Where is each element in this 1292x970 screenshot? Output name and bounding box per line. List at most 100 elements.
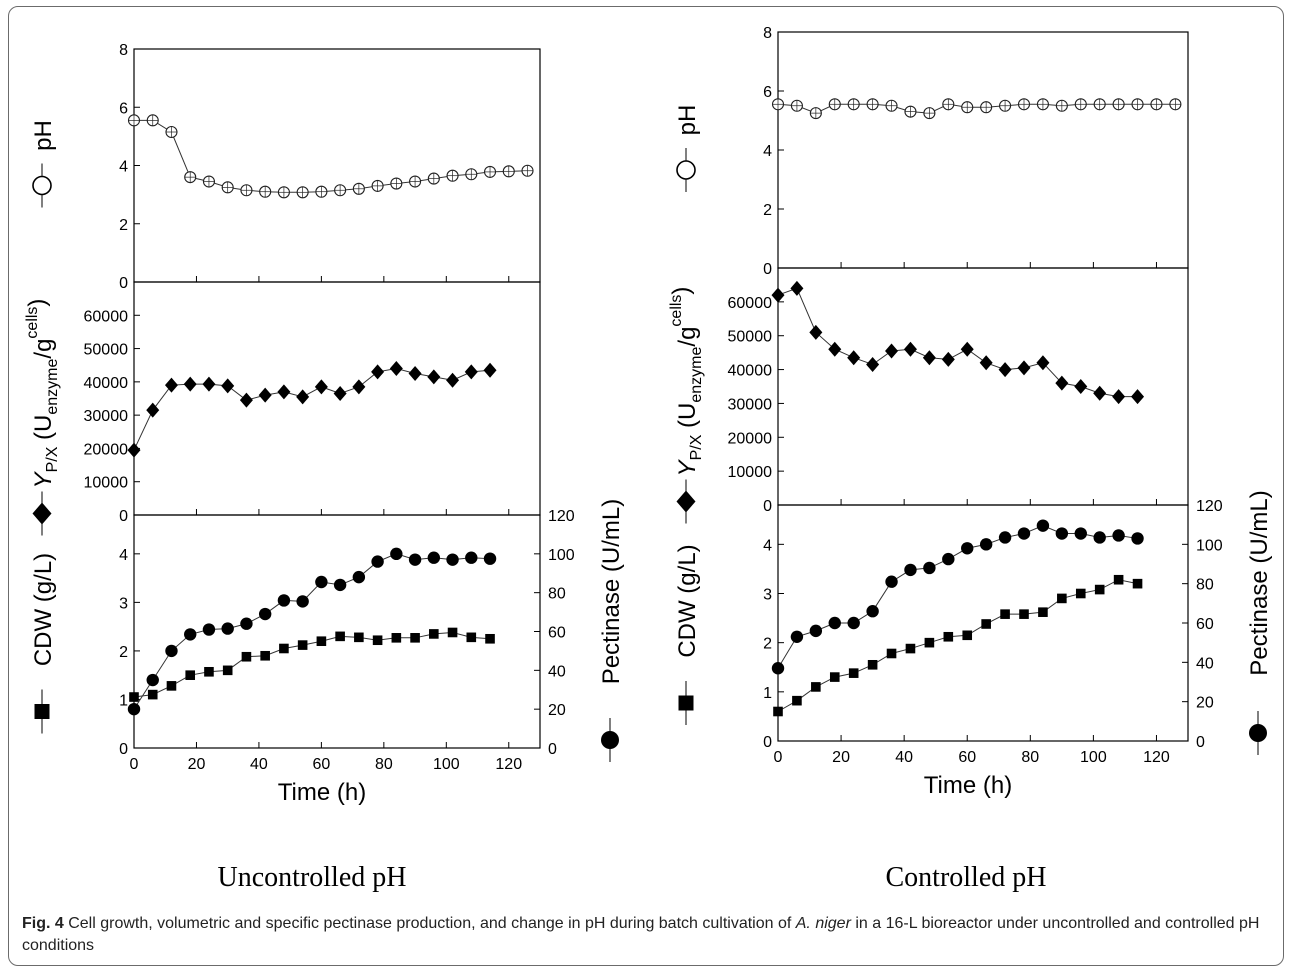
uncontrolled-ph-label: Uncontrolled pH bbox=[217, 862, 407, 893]
uncontrolled-yield-legend-marker bbox=[32, 502, 52, 525]
controlled-pectinase-series-point-14 bbox=[1036, 519, 1050, 532]
uncontrolled-subplot-1-ytick-3: 30000 bbox=[84, 408, 129, 425]
uncontrolled-pectinase-ytick-4: 80 bbox=[548, 586, 566, 603]
controlled-subplot-2-ytick-2: 2 bbox=[763, 636, 772, 653]
controlled-ypx-series-point-18 bbox=[1112, 389, 1126, 405]
controlled-ypx-series-point-13 bbox=[1017, 360, 1031, 376]
uncontrolled-pectinase-series-point-7 bbox=[258, 607, 272, 621]
controlled-cdw-legend-marker bbox=[678, 695, 694, 711]
controlled-cdw-series-point-0 bbox=[773, 706, 783, 717]
uncontrolled-pectinase-series-point-6 bbox=[240, 617, 253, 630]
controlled-cdw-axis-label: CDW (g/L) bbox=[674, 544, 701, 657]
uncontrolled-cdw-series-point-0 bbox=[129, 692, 139, 702]
controlled-pectinase-axis-label: Pectinase (U/mL) bbox=[1246, 490, 1273, 675]
uncontrolled-pectinase-series-point-4 bbox=[202, 623, 216, 636]
controlled-pectinase-ytick-6: 120 bbox=[1196, 498, 1223, 515]
uncontrolled-xtick-5: 100 bbox=[433, 756, 460, 773]
uncontrolled-x-axis-label: Time (h) bbox=[278, 779, 366, 806]
controlled-pectinase-series-point-19 bbox=[1131, 532, 1144, 545]
uncontrolled-ypx-series-point-6 bbox=[239, 392, 253, 408]
uncontrolled-ypx-series-point-7 bbox=[258, 387, 272, 403]
uncontrolled-subplot-1-ytick-0: 0 bbox=[119, 508, 128, 525]
uncontrolled-pectinase-ytick-1: 20 bbox=[548, 702, 566, 719]
controlled-ypx-series-point-15 bbox=[1055, 375, 1069, 391]
controlled-pectinase-series-point-3 bbox=[828, 616, 841, 630]
uncontrolled-ypx-series-point-1 bbox=[146, 402, 160, 418]
uncontrolled-cdw-series-point-15 bbox=[410, 633, 420, 643]
controlled-subplot-1-ytick-1: 10000 bbox=[728, 464, 773, 481]
controlled-subplot-0-ytick-2: 4 bbox=[763, 143, 772, 160]
controlled-pectinase-series-point-17 bbox=[1093, 531, 1106, 544]
controlled-ypx-series-point-7 bbox=[903, 341, 917, 357]
uncontrolled-subplot-2-ytick-3: 3 bbox=[119, 595, 128, 612]
controlled-xtick-3: 60 bbox=[958, 749, 976, 766]
uncontrolled-pectinase-series-point-16 bbox=[427, 551, 441, 564]
controlled-ypx-series-point-19 bbox=[1131, 389, 1145, 405]
uncontrolled-ypx-series-point-10 bbox=[314, 379, 328, 395]
uncontrolled-cdw-series-point-11 bbox=[335, 631, 345, 642]
controlled-cdw-series-point-9 bbox=[943, 631, 954, 642]
controlled-subplot-0: 0 2 4 6 8 bbox=[763, 25, 1189, 278]
uncontrolled-pectinase-series-point-3 bbox=[184, 628, 197, 641]
controlled-pectinase-ytick-2: 40 bbox=[1196, 655, 1214, 672]
uncontrolled-cdw-series-point-16 bbox=[429, 629, 439, 639]
controlled-subplot-1-frame bbox=[777, 267, 1189, 506]
controlled-ypx-series-point-16 bbox=[1074, 379, 1088, 394]
controlled-ypx-series-point-8 bbox=[922, 350, 936, 366]
controlled-pectinase-ytick-5: 100 bbox=[1196, 537, 1223, 554]
controlled-cdw-series-point-17 bbox=[1094, 584, 1105, 595]
uncontrolled-pectinase-axis-label: Pectinase (U/mL) bbox=[598, 499, 625, 684]
uncontrolled-cdw-series-point-14 bbox=[391, 633, 402, 643]
controlled-pectinase-series-point-5 bbox=[866, 605, 879, 618]
uncontrolled-pectinase-series-point-12 bbox=[352, 570, 366, 584]
uncontrolled-subplot-2-ytick-4: 4 bbox=[119, 547, 128, 564]
uncontrolled-pectinase-ytick-2: 40 bbox=[548, 663, 566, 680]
uncontrolled-yield-axis-label: YP/X (Uenzyme/gcells) bbox=[24, 299, 61, 489]
uncontrolled-ph-legend-marker bbox=[32, 175, 52, 196]
uncontrolled-xtick-4: 80 bbox=[375, 756, 393, 773]
controlled-cdw-series-point-5 bbox=[867, 659, 878, 670]
uncontrolled-subplot-2-ytick-2: 2 bbox=[119, 644, 128, 661]
controlled-ypx-series-point-2 bbox=[809, 324, 823, 340]
uncontrolled-pectinase-series-point-2 bbox=[165, 644, 178, 658]
uncontrolled-cdw-series-point-10 bbox=[316, 636, 327, 647]
controlled-cdw-series-point-15 bbox=[1057, 593, 1067, 604]
controlled-cdw-series-point-4 bbox=[848, 668, 859, 678]
uncontrolled-chart: 0246801000020000300004000050000600000123… bbox=[24, 42, 625, 806]
uncontrolled-ypx-series-point-0 bbox=[127, 442, 141, 458]
controlled-ypx-series-point-11 bbox=[979, 355, 993, 371]
controlled-pectinase-series-point-2 bbox=[809, 624, 823, 638]
uncontrolled-subplot-0-ytick-3: 6 bbox=[119, 100, 128, 117]
uncontrolled-pectinase-series-point-10 bbox=[315, 575, 328, 589]
uncontrolled-subplot-0-ytick-2: 4 bbox=[119, 159, 128, 176]
uncontrolled-pectinase-series-point-13 bbox=[371, 555, 384, 568]
uncontrolled-ypx-series-point-2 bbox=[164, 377, 178, 393]
controlled-cdw-series-point-12 bbox=[1000, 609, 1010, 619]
controlled-ypx-series-point-14 bbox=[1036, 355, 1050, 371]
controlled-ypx-series-line bbox=[777, 287, 1138, 398]
uncontrolled-pectinase-ytick-3: 60 bbox=[548, 625, 566, 642]
uncontrolled-xtick-3: 60 bbox=[312, 756, 330, 773]
uncontrolled-pectinase-series-point-8 bbox=[277, 594, 291, 607]
caption-text-pre: Cell growth, volumetric and specific pec… bbox=[63, 915, 796, 932]
controlled-ypx-series-point-1 bbox=[790, 280, 804, 296]
controlled-subplot-0-ytick-3: 6 bbox=[763, 84, 772, 101]
uncontrolled-subplot-1-ytick-2: 20000 bbox=[84, 441, 129, 458]
controlled-subplot-2-ytick-0: 0 bbox=[763, 734, 772, 751]
caption-species: A. niger bbox=[795, 915, 851, 932]
controlled-pectinase-series-point-7 bbox=[904, 563, 917, 577]
uncontrolled-cdw-series-point-13 bbox=[372, 635, 383, 646]
controlled-xtick-6: 120 bbox=[1143, 749, 1170, 766]
controlled-pectinase-series-point-13 bbox=[1017, 527, 1031, 540]
controlled-yield-axis-label: YP/X (Uenzyme/gcells) bbox=[668, 287, 705, 477]
controlled-cdw-series-point-18 bbox=[1113, 574, 1124, 585]
controlled-cdw-series-point-10 bbox=[962, 630, 973, 641]
uncontrolled-xtick-6: 120 bbox=[495, 756, 522, 773]
uncontrolled-cdw-series-point-1 bbox=[147, 689, 158, 700]
uncontrolled-cdw-axis-label: CDW (g/L) bbox=[30, 553, 57, 666]
uncontrolled-pectinase-series-point-0 bbox=[127, 702, 141, 716]
uncontrolled-ypx-series-point-3 bbox=[183, 376, 197, 392]
controlled-subplot-2-ytick-1: 1 bbox=[763, 685, 772, 702]
